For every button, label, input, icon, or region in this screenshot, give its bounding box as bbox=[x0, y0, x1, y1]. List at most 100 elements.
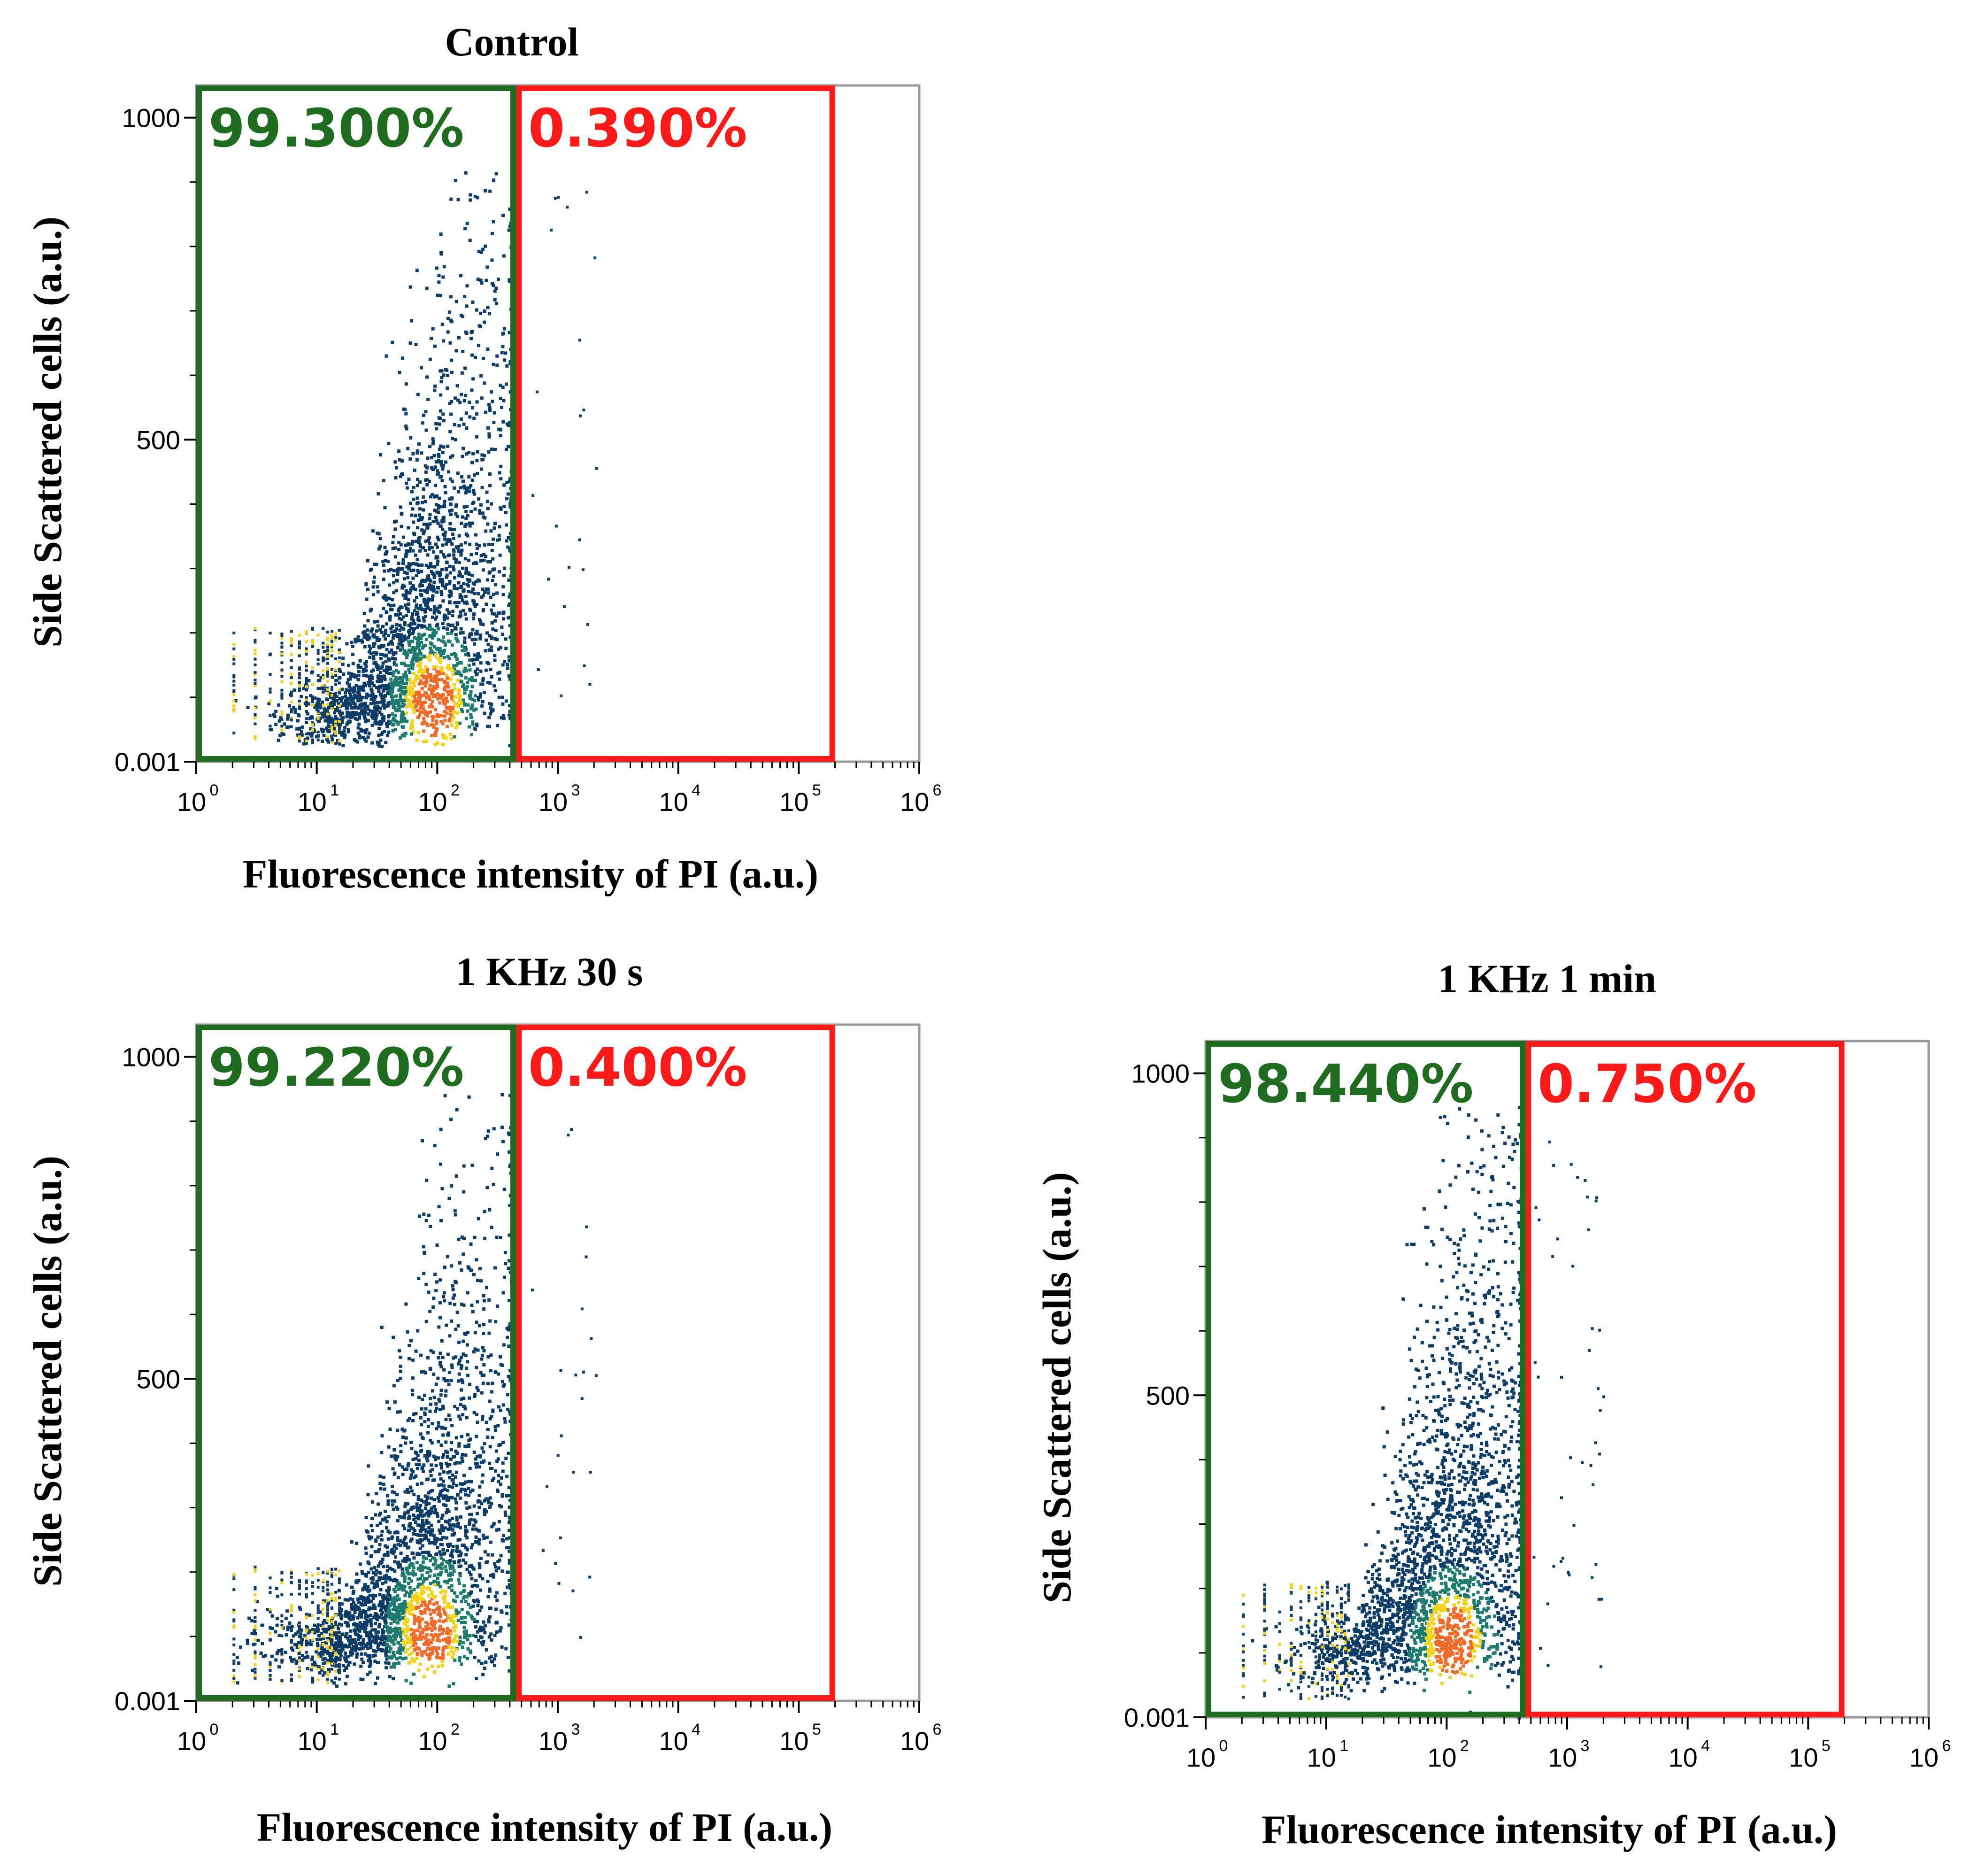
event-dot bbox=[448, 1639, 452, 1643]
event-dot bbox=[357, 722, 361, 726]
event-dot bbox=[502, 254, 506, 258]
event-dot bbox=[479, 374, 483, 378]
event-dot bbox=[416, 731, 420, 734]
event-dot bbox=[508, 1521, 511, 1524]
event-dot bbox=[491, 1410, 495, 1413]
event-dot bbox=[487, 432, 491, 436]
event-dot bbox=[322, 658, 325, 662]
event-dot bbox=[374, 1682, 377, 1685]
event-dot bbox=[322, 1629, 326, 1633]
event-dot bbox=[417, 694, 421, 698]
event-dot bbox=[454, 1612, 457, 1615]
event-dot bbox=[406, 653, 409, 657]
event-dot bbox=[415, 738, 419, 742]
event-dot bbox=[417, 513, 421, 517]
event-dot bbox=[428, 522, 432, 526]
event-dot bbox=[363, 705, 367, 709]
event-dot bbox=[446, 627, 449, 631]
event-dot bbox=[422, 522, 426, 526]
x-tick-label: 10 bbox=[418, 1726, 447, 1756]
event-dot bbox=[454, 702, 458, 705]
event-dot bbox=[424, 1503, 428, 1506]
event-dot bbox=[434, 733, 438, 737]
event-dot bbox=[405, 685, 409, 689]
event-dot bbox=[372, 650, 376, 654]
event-dot bbox=[506, 666, 509, 670]
event-dot bbox=[346, 1636, 349, 1640]
event-dot bbox=[277, 719, 281, 723]
event-dot bbox=[391, 1467, 395, 1471]
event-dot bbox=[335, 695, 339, 699]
event-dot bbox=[422, 532, 425, 535]
event-dot bbox=[391, 685, 395, 689]
event-dot bbox=[441, 1406, 445, 1410]
event-dot bbox=[497, 1372, 500, 1376]
event-dot bbox=[420, 1514, 424, 1518]
event-dot bbox=[344, 691, 347, 695]
event-dot bbox=[479, 1635, 483, 1639]
event-dot bbox=[316, 710, 320, 713]
event-dot bbox=[418, 1538, 422, 1542]
event-dot bbox=[346, 678, 350, 681]
event-dot bbox=[403, 671, 407, 674]
event-dot bbox=[338, 681, 341, 685]
event-dot bbox=[489, 1574, 492, 1577]
event-dot bbox=[490, 675, 493, 679]
event-dot bbox=[366, 633, 370, 637]
event-dot bbox=[338, 660, 341, 664]
event-dot bbox=[363, 645, 367, 648]
event-dot bbox=[468, 677, 471, 681]
event-dot bbox=[447, 1197, 451, 1200]
event-dot bbox=[416, 569, 420, 572]
event-dot bbox=[474, 1457, 477, 1461]
event-dot bbox=[399, 1652, 402, 1655]
density-plot-1khz-30s: 1 KHz 30 s Side Scattered cells (a.u.) F… bbox=[25, 949, 941, 1850]
event-dot bbox=[315, 1641, 319, 1645]
event-dot bbox=[316, 717, 320, 720]
event-dot bbox=[465, 304, 469, 308]
event-dot bbox=[421, 421, 424, 425]
event-dot bbox=[427, 1538, 431, 1542]
event-dot bbox=[412, 1640, 416, 1644]
event-dot bbox=[448, 1463, 452, 1467]
event-dot bbox=[439, 1591, 443, 1595]
event-dot bbox=[442, 1295, 446, 1298]
event-dot bbox=[503, 358, 507, 362]
event-dot bbox=[448, 430, 452, 433]
event-dot bbox=[455, 721, 459, 725]
event-dot bbox=[400, 690, 404, 694]
event-dot bbox=[463, 612, 467, 616]
event-dot bbox=[437, 1397, 441, 1401]
event-dot bbox=[404, 1679, 408, 1683]
event-dot bbox=[397, 1641, 400, 1644]
event-dot bbox=[331, 724, 335, 727]
event-dot bbox=[506, 1655, 510, 1659]
event-dot bbox=[502, 617, 506, 621]
event-dot bbox=[454, 664, 458, 667]
event-dot bbox=[508, 595, 511, 599]
event-dot bbox=[442, 687, 446, 691]
event-dot bbox=[375, 636, 379, 640]
event-dot bbox=[462, 1630, 466, 1634]
event-dot bbox=[449, 678, 453, 681]
event-dot bbox=[408, 285, 412, 289]
event-dot bbox=[411, 691, 415, 695]
event-dot bbox=[332, 693, 336, 697]
event-dot bbox=[500, 351, 504, 355]
event-dot bbox=[492, 537, 495, 541]
event-dot bbox=[430, 546, 434, 549]
event-dot bbox=[305, 704, 308, 707]
event-dot bbox=[392, 633, 396, 637]
event-dot bbox=[421, 1568, 424, 1572]
event-dot bbox=[505, 1494, 508, 1498]
event-dot bbox=[481, 594, 485, 598]
event-dot bbox=[450, 479, 454, 483]
event-dot bbox=[402, 627, 406, 631]
event-dot bbox=[478, 637, 482, 641]
event-dot bbox=[397, 1609, 401, 1613]
event-dot bbox=[488, 312, 492, 316]
event-dot bbox=[450, 1264, 454, 1268]
event-dot bbox=[454, 349, 458, 353]
event-dot bbox=[428, 1601, 432, 1605]
event-dot bbox=[316, 704, 320, 708]
